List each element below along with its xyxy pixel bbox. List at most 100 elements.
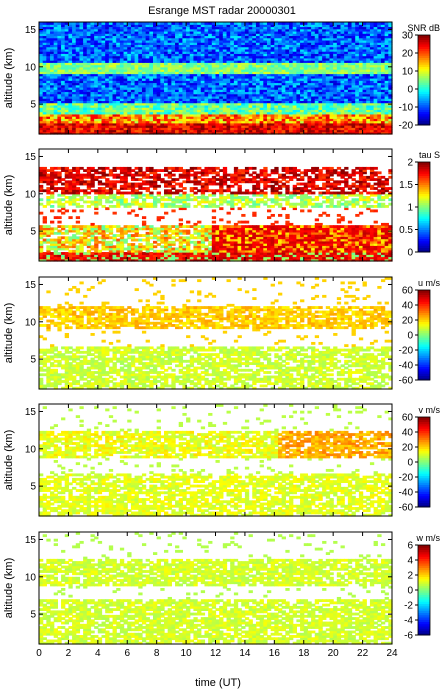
heatmap-cell — [149, 44, 154, 48]
heatmap-cell — [149, 129, 154, 133]
heatmap-cell — [127, 26, 132, 30]
heatmap-cell — [112, 33, 117, 37]
heatmap-cell — [39, 184, 44, 188]
heatmap-cell — [171, 30, 176, 34]
heatmap-cell — [149, 122, 154, 126]
heatmap-cell — [233, 44, 239, 48]
heatmap-cell — [233, 118, 239, 122]
heatmap-cell — [189, 82, 195, 86]
heatmap-cell — [244, 46, 250, 50]
heatmap-cell — [145, 73, 150, 77]
heatmap-cell — [105, 71, 110, 75]
heatmap-cell — [252, 131, 257, 135]
heatmap-cell — [94, 109, 99, 113]
heatmap-cell — [152, 98, 158, 101]
heatmap-cell — [123, 111, 128, 115]
heatmap-cell — [123, 113, 128, 117]
heatmap-cell — [134, 24, 139, 28]
heatmap-cell — [222, 100, 228, 104]
heatmap-cell — [230, 39, 235, 43]
heatmap-cell — [75, 30, 81, 34]
heatmap-cell — [215, 102, 220, 106]
heatmap-cell — [138, 78, 143, 81]
heatmap-cell — [200, 125, 206, 128]
heatmap-cell — [39, 89, 44, 93]
heatmap-cell — [141, 42, 147, 45]
heatmap-cell — [94, 82, 99, 86]
heatmap-cell — [86, 39, 92, 43]
heatmap-cell — [46, 42, 51, 45]
heatmap-cell — [64, 24, 70, 28]
heatmap-cell — [108, 122, 114, 126]
heatmap-cell — [200, 78, 206, 81]
heatmap-cell — [248, 37, 253, 41]
heatmap-cell — [211, 37, 217, 41]
heatmap-cell — [46, 95, 51, 99]
heatmap-cell — [152, 60, 158, 63]
heatmap-cell — [145, 104, 150, 108]
heatmap-cell — [164, 120, 169, 124]
heatmap-cell — [164, 80, 169, 84]
heatmap-cell — [134, 98, 139, 101]
heatmap-cell — [138, 39, 143, 43]
heatmap-cell — [141, 100, 147, 104]
heatmap-cell — [68, 64, 73, 68]
heatmap-cell — [237, 125, 242, 128]
heatmap-cell — [178, 66, 184, 70]
heatmap-cell — [57, 39, 62, 43]
heatmap-cell — [75, 48, 81, 52]
heatmap-cell — [138, 73, 143, 77]
heatmap-cell — [134, 80, 139, 84]
heatmap-cell — [127, 89, 132, 93]
heatmap-cell — [233, 51, 239, 54]
heatmap-cell — [178, 53, 184, 57]
heatmap-cell — [53, 91, 58, 95]
heatmap-cell — [97, 64, 103, 68]
heatmap-cell — [94, 102, 99, 106]
heatmap-cell — [189, 122, 195, 126]
heatmap-cell — [119, 37, 125, 41]
heatmap-cell — [123, 53, 128, 57]
heatmap-cell — [167, 51, 172, 54]
heatmap-cell — [175, 111, 180, 115]
heatmap-cell — [42, 62, 47, 66]
heatmap-cell — [94, 62, 99, 66]
heatmap-cell — [105, 82, 110, 86]
heatmap-cell — [97, 127, 103, 131]
heatmap-cell — [90, 95, 95, 99]
heatmap-cell — [164, 98, 169, 101]
heatmap-cell — [226, 60, 231, 63]
heatmap-cell — [46, 26, 51, 30]
heatmap-cell — [156, 28, 161, 32]
heatmap-cell — [156, 95, 161, 99]
heatmap-cell — [241, 129, 246, 133]
heatmap-cell — [204, 39, 209, 43]
heatmap-cell — [108, 100, 114, 104]
heatmap-cell — [171, 111, 176, 115]
heatmap-cell — [57, 102, 62, 106]
heatmap-cell — [68, 82, 73, 86]
heatmap-cell — [182, 104, 187, 108]
heatmap-cell — [193, 93, 198, 97]
heatmap-cell — [178, 42, 184, 45]
heatmap-cell — [152, 104, 158, 108]
heatmap-cell — [141, 73, 147, 77]
heatmap-cell — [86, 24, 92, 28]
heatmap-cell — [42, 93, 47, 97]
heatmap-cell — [57, 28, 62, 32]
heatmap-cell — [189, 102, 195, 106]
heatmap-cell — [116, 91, 121, 95]
heatmap-cell — [105, 113, 110, 117]
heatmap-cell — [237, 28, 242, 32]
heatmap-cell — [61, 64, 66, 68]
heatmap-cell — [193, 80, 198, 84]
heatmap-cell — [178, 93, 184, 97]
heatmap-cell — [248, 98, 253, 101]
heatmap-cell — [233, 102, 239, 106]
heatmap-cell — [241, 113, 246, 117]
heatmap-cell — [53, 62, 58, 66]
heatmap-cell — [53, 93, 58, 97]
heatmap-cell — [152, 127, 158, 131]
